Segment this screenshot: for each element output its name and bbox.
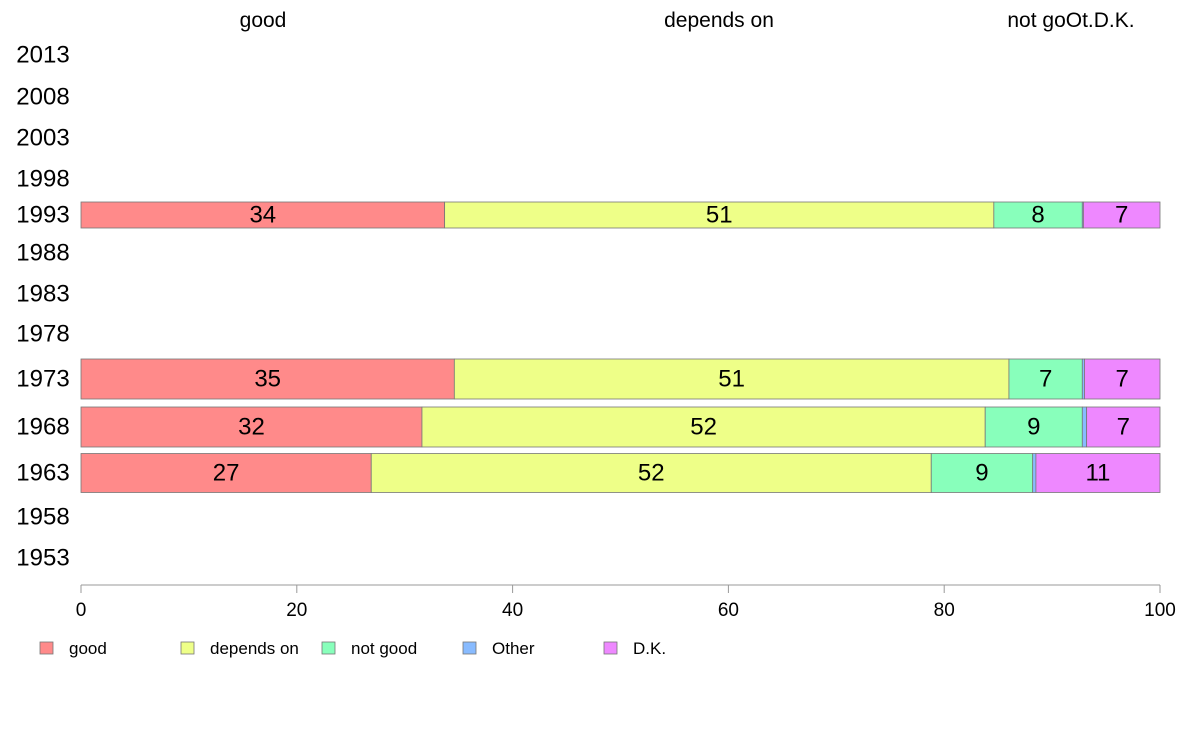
- bar-not-good-1963: [930, 453, 1034, 493]
- top-label-good: good: [240, 9, 287, 32]
- bar-label-not-good-1993: 8: [1031, 202, 1044, 229]
- bar-d-k--1968: [1086, 406, 1161, 448]
- legend-swatch-depends-on: [180, 641, 195, 655]
- year-label-2008: 2008: [16, 84, 69, 111]
- year-label-1973: 1973: [16, 366, 69, 393]
- bar-good-1973: [80, 358, 455, 400]
- top-label-depends-on: depends on: [664, 9, 774, 32]
- legend-label-good: good: [69, 639, 107, 658]
- year-label-1998: 1998: [16, 166, 69, 193]
- year-label-1988: 1988: [16, 240, 69, 267]
- bar-good-1993: [80, 201, 446, 229]
- legend-label-not-good: not good: [351, 639, 417, 658]
- bar-label-good-1963: 27: [213, 460, 240, 487]
- bar-other-1968: [1081, 406, 1088, 448]
- bar-label-depends-on-1993: 51: [706, 202, 733, 229]
- legend-swatch-other: [462, 641, 477, 655]
- year-label-2013: 2013: [16, 42, 69, 69]
- legend: good depends on not good Other D.K.: [39, 639, 666, 658]
- top-label-tail: not goOt.D.K.: [1007, 9, 1134, 32]
- bars: 34 51 8 7 35 51 7 7 32 52 9 7 27 52 9 11: [80, 201, 1161, 493]
- x-tick-label-80: 80: [934, 600, 955, 621]
- year-label-1978: 1978: [16, 321, 69, 348]
- year-label-2003: 2003: [16, 125, 69, 152]
- legend-label-d-k-: D.K.: [633, 639, 666, 658]
- x-tick-label-0: 0: [76, 600, 87, 621]
- legend-swatch-d-k-: [603, 641, 618, 655]
- bar-d-k--1993: [1082, 201, 1161, 229]
- bar-label-d-k--1993: 7: [1115, 202, 1128, 229]
- bar-depends-on-1973: [453, 358, 1010, 400]
- bar-label-good-1973: 35: [254, 366, 281, 393]
- bar-good-1963: [80, 453, 372, 493]
- bar-other-1963: [1032, 453, 1037, 493]
- x-axis: 0 20 40 60 80 100: [76, 584, 1176, 621]
- bar-label-d-k--1973: 7: [1116, 366, 1129, 393]
- legend-swatch-good: [39, 641, 54, 655]
- x-tick-label-100: 100: [1144, 600, 1176, 621]
- bar-depends-on-1968: [421, 406, 986, 448]
- year-label-1958: 1958: [16, 504, 69, 531]
- bar-label-not-good-1968: 9: [1027, 414, 1040, 441]
- year-label-1953: 1953: [16, 545, 69, 572]
- year-label-1963: 1963: [16, 460, 69, 487]
- bar-d-k--1973: [1084, 358, 1161, 400]
- bar-depends-on-1993: [444, 201, 995, 229]
- year-label-1983: 1983: [16, 281, 69, 308]
- year-label-1993: 1993: [16, 202, 69, 229]
- x-tick-label-60: 60: [718, 600, 739, 621]
- x-tick-label-40: 40: [502, 600, 523, 621]
- bar-d-k--1963: [1035, 453, 1161, 493]
- bar-depends-on-1963: [370, 453, 932, 493]
- legend-label-other: Other: [492, 639, 535, 658]
- bar-not-good-1993: [993, 201, 1083, 229]
- year-label-1968: 1968: [16, 414, 69, 441]
- bar-label-depends-on-1963: 52: [638, 460, 665, 487]
- bar-label-not-good-1973: 7: [1039, 366, 1052, 393]
- bar-good-1968: [80, 406, 423, 448]
- bar-label-depends-on-1973: 51: [718, 366, 745, 393]
- bar-label-d-k--1963: 11: [1085, 460, 1110, 487]
- bar-label-good-1993: 34: [249, 202, 276, 229]
- bar-not-good-1973: [1008, 358, 1083, 400]
- year-labels: 2013 2008 2003 1998 1993 1988 1983 1978 1973 1968…: [16, 42, 69, 572]
- x-tick-label-20: 20: [286, 600, 307, 621]
- bar-label-d-k--1968: 7: [1117, 414, 1130, 441]
- bar-label-good-1968: 32: [238, 414, 265, 441]
- legend-label-depends-on: depends on: [210, 639, 299, 658]
- legend-swatch-not-good: [321, 641, 336, 655]
- bar-label-not-good-1963: 9: [975, 460, 988, 487]
- bar-not-good-1968: [984, 406, 1083, 448]
- top-labels: good depends on not goOt.D.K.: [240, 9, 1135, 32]
- bar-label-depends-on-1968: 52: [690, 414, 717, 441]
